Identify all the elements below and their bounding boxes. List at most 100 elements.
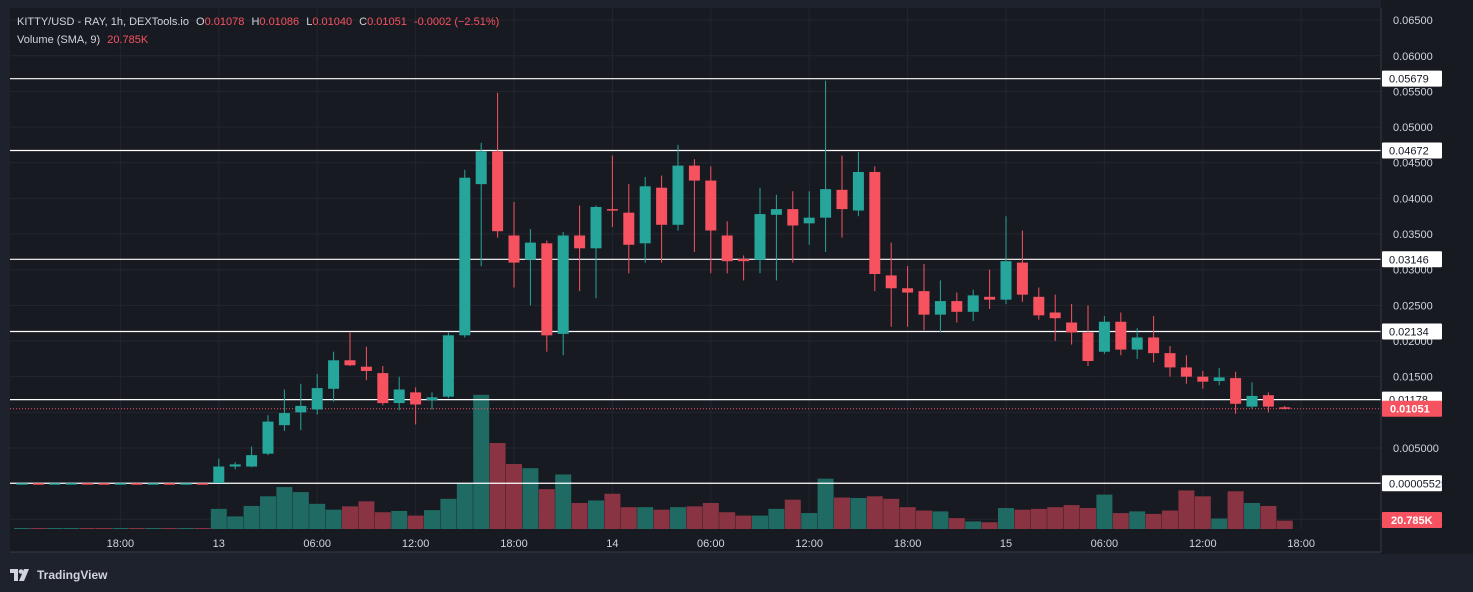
- volume-bar: [1096, 494, 1113, 529]
- volume-bar: [883, 498, 900, 529]
- candle-body: [852, 172, 864, 211]
- y-tick-label: 0.06000: [1393, 51, 1433, 63]
- candle-body: [393, 389, 405, 404]
- candle-body: [656, 187, 668, 225]
- volume-bar: [538, 489, 555, 529]
- volume-label-box: [1382, 512, 1442, 528]
- y-tick-label: 0.05500: [1393, 86, 1433, 98]
- level-price-label: 0.02134: [1389, 326, 1429, 338]
- x-tick-label: 06:00: [697, 538, 725, 550]
- candle-body: [311, 388, 323, 410]
- candle-body: [672, 165, 684, 225]
- volume-bar: [325, 509, 342, 529]
- legend-close-label: C: [359, 16, 368, 28]
- plot-area: [10, 8, 1381, 552]
- y-tick-label: 0.02500: [1393, 300, 1433, 312]
- candle-body: [508, 235, 520, 263]
- volume-bar: [342, 506, 358, 529]
- volume-bar: [801, 513, 818, 529]
- volume-bar: [719, 512, 736, 529]
- volume-bar: [784, 499, 801, 529]
- y-tick-label: 0.06500: [1393, 15, 1433, 27]
- level-price-label: 0.03146: [1389, 254, 1429, 266]
- volume-bar: [1260, 505, 1277, 529]
- candle-body: [1016, 262, 1028, 295]
- x-tick-label: 12:00: [795, 538, 823, 550]
- candle-body: [16, 483, 28, 485]
- candle-body: [738, 259, 750, 262]
- volume-bar: [14, 528, 30, 529]
- volume-bar: [243, 505, 260, 529]
- candle-body: [475, 151, 487, 185]
- volume-bar: [178, 528, 194, 529]
- candle-body: [295, 405, 307, 413]
- candle-body: [754, 214, 766, 260]
- volume-bar: [1030, 508, 1047, 529]
- volume-bar: [1244, 503, 1260, 529]
- candle-body: [1000, 261, 1012, 300]
- candle-body: [688, 165, 700, 181]
- ohlc-legend: KITTY/USD - RAY, 1h, DEXTools.io O0.0107…: [17, 16, 503, 28]
- volume-bar: [424, 510, 440, 529]
- volume-bar: [981, 522, 998, 529]
- x-tick-label: 14: [606, 538, 618, 550]
- volume-bar: [292, 492, 309, 529]
- candle-body: [459, 177, 471, 336]
- y-tick-label: 0.05000: [1393, 122, 1433, 134]
- level-label-box: [1382, 323, 1442, 340]
- candle-body: [770, 209, 782, 215]
- volume-bar: [1080, 508, 1096, 529]
- volume-bar: [1063, 505, 1080, 529]
- volume-legend-label[interactable]: Volume (SMA, 9): [17, 34, 101, 46]
- last-price-box: [1382, 400, 1442, 417]
- level-price-label: 0.05679: [1389, 74, 1429, 86]
- candle-body: [442, 335, 454, 397]
- x-tick-label: 18:00: [894, 538, 922, 550]
- volume-bar: [555, 474, 572, 529]
- candle-body: [1098, 321, 1110, 352]
- level-price-label: 0.04672: [1389, 145, 1429, 157]
- volume-bar: [145, 528, 162, 529]
- volume-bar: [899, 507, 916, 529]
- volume-bar: [998, 508, 1014, 529]
- last-price-label: 0.01051: [1390, 404, 1430, 416]
- candle-body: [360, 366, 372, 371]
- x-tick-label: 06:00: [303, 538, 331, 550]
- x-tick-label: 18:00: [107, 538, 135, 550]
- level-label-box: [1382, 251, 1442, 268]
- candle-body: [623, 212, 635, 245]
- candle-body: [410, 392, 422, 405]
- candle-body: [246, 455, 258, 467]
- candle-body: [524, 242, 536, 260]
- volume-bar: [932, 511, 949, 529]
- tradingview-logo-icon: [10, 569, 29, 581]
- volume-bar: [588, 500, 604, 529]
- candle-body: [147, 483, 159, 485]
- legend-high-label: H: [251, 16, 260, 28]
- volume-bar: [112, 528, 129, 529]
- volume-bar: [834, 497, 850, 529]
- tradingview-brand[interactable]: TradingView: [10, 566, 107, 584]
- legend-symbol[interactable]: KITTY/USD - RAY, 1h, DEXTools.io: [17, 16, 189, 28]
- y-tick-label: 0.03500: [1393, 229, 1433, 241]
- x-tick-label: 06:00: [1091, 538, 1119, 550]
- legend-open-value: 0.01078: [204, 16, 245, 28]
- legend-low-value: 0.01040: [312, 16, 353, 28]
- volume-bar: [670, 507, 686, 529]
- volume-bar: [506, 464, 522, 529]
- candle-body: [229, 464, 241, 467]
- candle-body: [951, 301, 963, 312]
- candle-body: [164, 483, 176, 485]
- volume-bar: [210, 508, 227, 529]
- volume-bar: [1211, 518, 1228, 529]
- price-axis: [1381, 0, 1473, 554]
- candle-body: [590, 206, 602, 249]
- volume-bar: [79, 528, 96, 529]
- volume-bar: [227, 516, 244, 529]
- volume-bar: [817, 478, 834, 529]
- volume-bar: [1047, 507, 1064, 529]
- candle-body: [606, 209, 618, 211]
- volume-bar: [965, 521, 982, 529]
- candle-body: [49, 483, 61, 485]
